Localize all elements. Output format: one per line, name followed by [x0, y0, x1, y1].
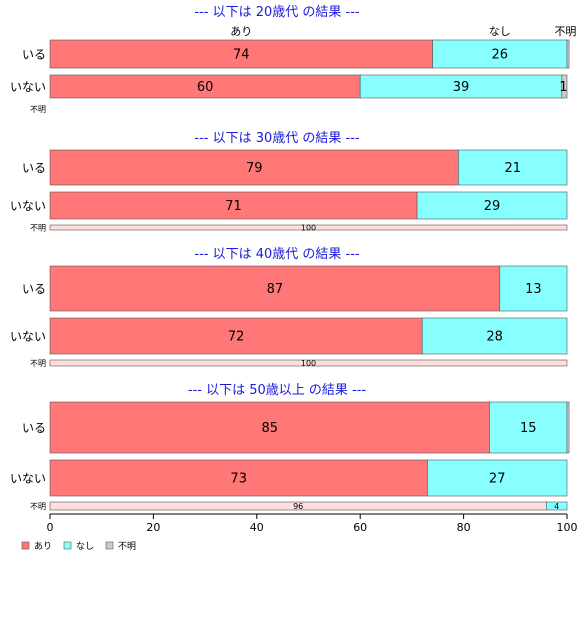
bar-2-2-nashi — [416, 191, 568, 220]
value-label-2-1-ari: 79 — [246, 161, 263, 176]
panel-title-3: --- 以下は 40歳代 の結果 --- — [194, 247, 360, 262]
series-header-nashi: なし — [489, 25, 511, 38]
row-label-2-3: 不明 — [30, 224, 46, 233]
value-label-4-1-nashi: 15 — [520, 421, 537, 436]
value-label-2-1-nashi: 21 — [504, 161, 521, 176]
row-label-4-2: いない — [10, 472, 46, 486]
bar-2-1-ari — [49, 149, 459, 186]
row-label-1-1: いる — [22, 48, 46, 62]
value-label-2-2-nashi: 29 — [484, 199, 501, 214]
value-label-1-2-ari: 60 — [197, 80, 214, 95]
value-label-2-2-ari: 71 — [225, 199, 242, 214]
bar-1-1-fumei — [566, 39, 570, 69]
bar-1-2-fumei — [561, 74, 568, 99]
bar-4-1-nashi — [489, 401, 568, 454]
x-tick-label-2: 40 — [250, 521, 264, 534]
row-label-3-1: いる — [22, 282, 46, 296]
bar-2-3-ari — [49, 224, 568, 231]
value-label-4-2-nashi: 27 — [489, 472, 506, 487]
row-label-1-2: いない — [10, 80, 46, 94]
value-label-4-2-ari: 73 — [230, 472, 247, 487]
row-label-2-2: いない — [10, 199, 46, 213]
value-label-1-1-nashi: 26 — [492, 48, 509, 63]
bar-4-3-nashi — [546, 501, 568, 511]
bar-3-1-nashi — [499, 265, 568, 312]
bar-4-2-nashi — [427, 459, 568, 497]
x-tick-label-5: 100 — [557, 521, 578, 534]
x-tick-label-1: 20 — [146, 521, 160, 534]
row-label-1-3: 不明 — [30, 105, 46, 114]
value-label-2-3-ari: 100 — [301, 223, 316, 232]
value-label-1-2-nashi: 39 — [453, 80, 470, 95]
panel-title-4: --- 以下は 50歳以上 の結果 --- — [188, 383, 367, 398]
value-label-3-2-nashi: 28 — [486, 330, 503, 345]
value-label-4-3-nashi: 4 — [554, 502, 559, 511]
bar-2-1-nashi — [458, 149, 568, 186]
x-tick-label-4: 80 — [457, 521, 471, 534]
row-label-3-2: いない — [10, 330, 46, 344]
bar-1-1-nashi — [432, 39, 568, 69]
bar-3-3-ari — [49, 359, 568, 367]
bar-3-2-ari — [49, 317, 423, 355]
value-label-1-2-fumei: 1 — [559, 80, 567, 95]
value-label-4-1-ari: 85 — [261, 421, 278, 436]
row-label-2-1: いる — [22, 161, 46, 175]
legend-swatch-ari — [21, 541, 30, 550]
panel-title-1: --- 以下は 20歳代 の結果 --- — [194, 5, 360, 20]
value-label-1-1-ari: 74 — [233, 48, 250, 63]
x-tick-label-0: 0 — [47, 521, 54, 534]
row-label-4-1: いる — [22, 421, 46, 435]
x-tick-label-3: 60 — [353, 521, 367, 534]
legend-label-fumei: 不明 — [118, 541, 136, 552]
panel-title-2: --- 以下は 30歳代 の結果 --- — [194, 131, 360, 146]
bar-4-1-ari — [49, 401, 490, 454]
bar-4-1-fumei — [566, 401, 570, 454]
legend-label-ari: あり — [34, 541, 52, 552]
value-label-4-3-ari: 96 — [293, 502, 303, 511]
legend-label-nashi: なし — [76, 541, 94, 552]
bar-2-2-ari — [49, 191, 418, 220]
bar-3-2-nashi — [421, 317, 568, 355]
series-header-fumei: 不明 — [554, 25, 576, 38]
value-label-3-2-ari: 72 — [228, 330, 245, 345]
legend-swatch-fumei — [105, 541, 114, 550]
value-label-3-3-ari: 100 — [301, 359, 316, 368]
legend-swatch-nashi — [63, 541, 72, 550]
row-label-3-3: 不明 — [30, 359, 46, 368]
value-label-3-1-ari: 87 — [267, 282, 284, 297]
bar-4-2-ari — [49, 459, 428, 497]
value-label-3-1-nashi: 13 — [525, 282, 542, 297]
row-label-4-3: 不明 — [30, 502, 46, 511]
series-header-ari: あり — [230, 25, 252, 38]
bar-1-1-ari — [49, 39, 433, 69]
